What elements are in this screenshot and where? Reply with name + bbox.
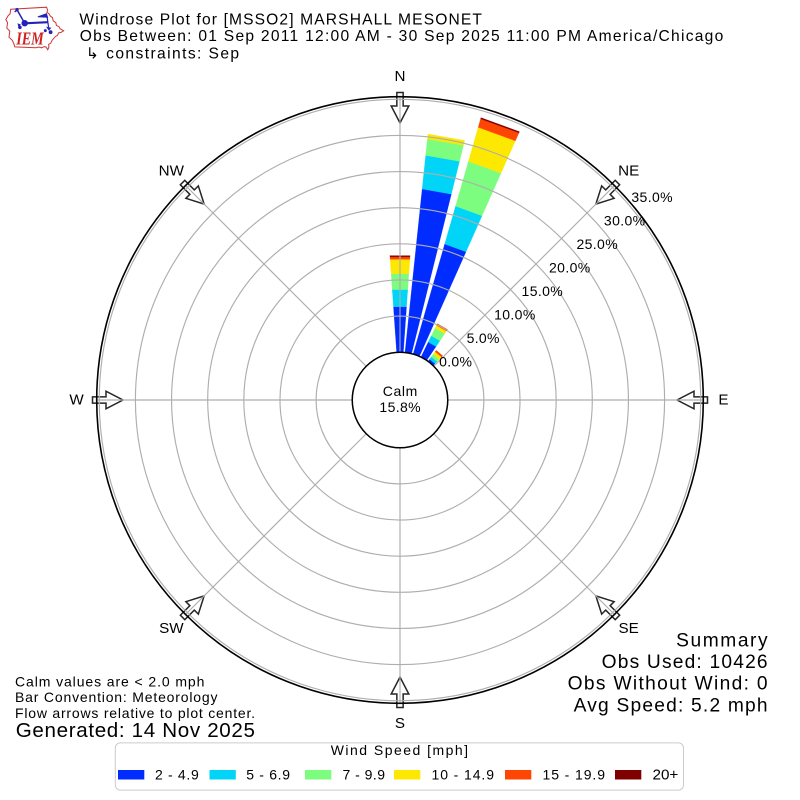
svg-text:20+: 20+ bbox=[653, 767, 679, 784]
svg-text:IEM: IEM bbox=[15, 28, 45, 48]
svg-text:Calm values are < 2.0 mph: Calm values are < 2.0 mph bbox=[15, 673, 204, 689]
svg-text:30.0%: 30.0% bbox=[604, 213, 645, 229]
svg-text:SW: SW bbox=[159, 620, 184, 637]
svg-text:Bar Convention: Meteorology: Bar Convention: Meteorology bbox=[15, 689, 218, 705]
svg-text:15 - 19.9: 15 - 19.9 bbox=[543, 767, 606, 783]
svg-text:W: W bbox=[69, 391, 84, 408]
svg-text:NE: NE bbox=[618, 163, 639, 180]
svg-text:7 - 9.9: 7 - 9.9 bbox=[343, 767, 386, 783]
svg-text:15.0%: 15.0% bbox=[522, 283, 563, 299]
svg-text:0.0%: 0.0% bbox=[439, 353, 472, 369]
svg-text:Wind Speed [mph]: Wind Speed [mph] bbox=[331, 742, 468, 758]
svg-text:N: N bbox=[395, 68, 406, 85]
svg-text:Flow arrows relative to plot c: Flow arrows relative to plot center. bbox=[15, 705, 255, 721]
svg-text:↳ constraints: Sep: ↳ constraints: Sep bbox=[86, 45, 240, 62]
svg-text:5 - 6.9: 5 - 6.9 bbox=[246, 767, 290, 783]
svg-text:10 - 14.9: 10 - 14.9 bbox=[432, 767, 495, 783]
svg-text:35.0%: 35.0% bbox=[631, 189, 672, 205]
svg-text:SE: SE bbox=[619, 620, 639, 637]
svg-text:S: S bbox=[395, 715, 405, 732]
svg-text:Windrose Plot for [MSSO2] MARS: Windrose Plot for [MSSO2] MARSHALL MESON… bbox=[79, 11, 482, 28]
svg-text:25.0%: 25.0% bbox=[576, 236, 617, 252]
svg-text:2 - 4.9: 2 - 4.9 bbox=[155, 767, 199, 783]
svg-text:Avg Speed: 5.2 mph: Avg Speed: 5.2 mph bbox=[574, 696, 768, 717]
svg-text:10.0%: 10.0% bbox=[494, 307, 535, 323]
svg-text:20.0%: 20.0% bbox=[549, 260, 590, 276]
svg-text:Obs Without Wind: 0: Obs Without Wind: 0 bbox=[568, 674, 768, 695]
svg-text:Calm: Calm bbox=[383, 383, 418, 399]
svg-text:Obs Used: 10426: Obs Used: 10426 bbox=[602, 652, 768, 673]
svg-text:E: E bbox=[718, 391, 728, 408]
svg-text:Obs Between: 01 Sep 2011 12:00: Obs Between: 01 Sep 2011 12:00 AM - 30 S… bbox=[80, 28, 724, 45]
svg-text:15.8%: 15.8% bbox=[379, 399, 420, 415]
svg-text:Generated: 14 Nov 2025: Generated: 14 Nov 2025 bbox=[16, 719, 255, 742]
svg-text:NW: NW bbox=[159, 163, 185, 180]
svg-text:5.0%: 5.0% bbox=[467, 330, 500, 346]
svg-text:Summary: Summary bbox=[676, 630, 768, 651]
